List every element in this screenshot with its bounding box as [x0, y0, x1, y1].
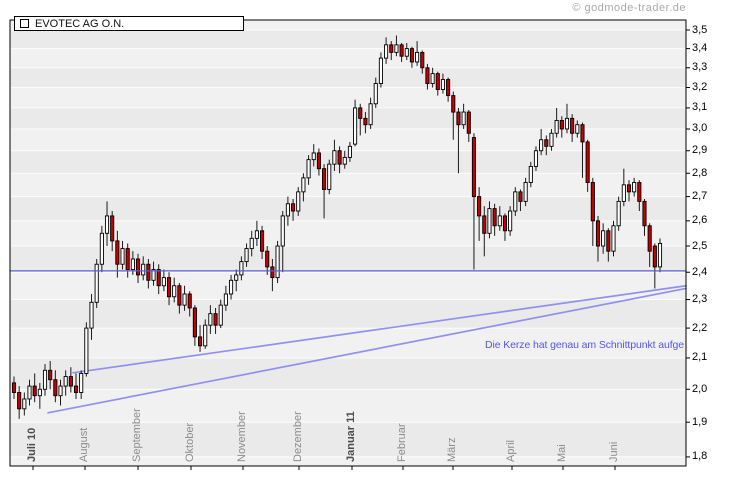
y-axis-label: 2,2: [692, 321, 708, 334]
x-axis-label: September: [131, 408, 143, 462]
x-axis-label: Januar 11: [345, 411, 357, 462]
x-axis-label: April: [505, 439, 517, 462]
x-axis-label: März: [446, 437, 458, 462]
y-axis-label: 2,9: [692, 144, 708, 157]
y-axis-label: 3,3: [692, 61, 708, 74]
y-axis-label: 2,8: [692, 166, 708, 179]
x-axis-label: Februar: [396, 423, 408, 462]
series-marker-icon: [20, 19, 29, 28]
y-axis-label: 2,4: [692, 265, 708, 278]
x-axis-label: Juni: [608, 441, 620, 462]
y-axis-label: 2,1: [692, 351, 708, 364]
x-axis-label: Mai: [556, 444, 568, 462]
y-axis-label: 2,7: [692, 190, 708, 203]
y-axis-label: 3,4: [692, 42, 708, 55]
x-axis-label: August: [78, 427, 90, 462]
y-axis-label: 3,2: [692, 81, 708, 94]
y-axis-label: 3,5: [692, 23, 708, 36]
x-axis-label: November: [236, 411, 248, 462]
y-axis-label: 2,6: [692, 214, 708, 227]
y-axis-label: 2,0: [692, 382, 708, 395]
x-axis-label: Dezember: [292, 411, 304, 462]
legend: EVOTEC AG O.N.: [14, 16, 244, 31]
legend-label: EVOTEC AG O.N.: [35, 17, 125, 30]
x-axis-label: Oktober: [184, 422, 196, 462]
y-axis-label: 2,3: [692, 293, 708, 306]
x-axis-label: Juli 10: [26, 427, 38, 462]
y-axis-label: 1,8: [692, 450, 708, 463]
chart-annotation: Die Kerze hat genau am Schnittpunkt aufg…: [485, 339, 685, 351]
y-axis-label: 3,0: [692, 122, 708, 135]
y-axis-label: 2,5: [692, 239, 708, 252]
watermark: © godmode-trader.de: [572, 2, 686, 14]
y-axis-label: 3,1: [692, 101, 708, 114]
y-axis-label: 1,9: [692, 415, 708, 428]
